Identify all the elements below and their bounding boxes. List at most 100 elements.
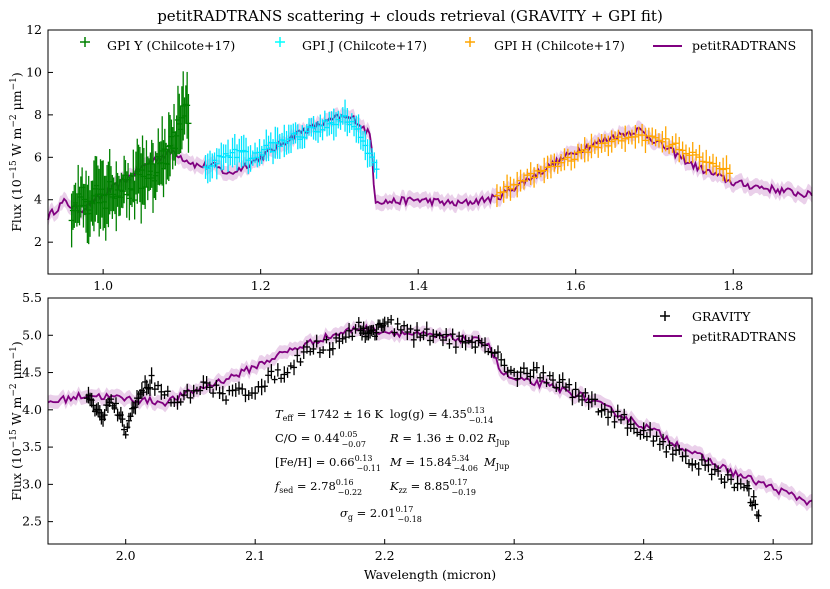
gravity-point — [112, 397, 119, 410]
gravity-point — [268, 364, 275, 379]
gravity-point — [491, 349, 498, 358]
gpi-h-point — [612, 131, 619, 148]
gpi-h-point — [544, 155, 551, 180]
gravity-point — [414, 322, 421, 339]
gravity-point — [336, 333, 343, 349]
legend-bottom-model-label: petitRADTRANS — [692, 329, 796, 344]
gravity-point — [711, 463, 718, 476]
gravity-point — [566, 378, 573, 391]
gravity-point — [452, 340, 459, 354]
gravity-point — [360, 321, 367, 336]
gpi-h-point — [720, 157, 727, 182]
gravity-point — [715, 465, 722, 477]
y-tick-label: 2.5 — [22, 514, 42, 529]
gravity-point — [595, 408, 602, 416]
gravity-point — [721, 475, 728, 489]
gpi-h-point — [649, 127, 656, 146]
gpi-h-point — [709, 153, 716, 174]
gravity-point — [339, 333, 346, 345]
annotation-mass: M = 15.845.34 −4.06 MJup — [389, 454, 509, 473]
gravity-point — [108, 394, 115, 405]
gravity-point — [592, 393, 599, 406]
gravity-point — [537, 373, 544, 383]
gravity-point — [475, 335, 482, 347]
gravity-point — [410, 331, 417, 348]
gravity-point — [456, 331, 463, 341]
gpi-h-point — [554, 158, 561, 174]
gpi-h-point — [622, 125, 629, 152]
gravity-point — [750, 490, 757, 504]
gravity-point — [206, 381, 213, 394]
gravity-point — [427, 335, 433, 346]
legend-gpi-j-marker — [275, 37, 285, 47]
gpi-h-point — [713, 156, 720, 176]
gravity-point — [608, 407, 615, 417]
gravity-point — [326, 342, 333, 359]
gravity-point — [682, 448, 689, 464]
gravity-point — [151, 382, 158, 396]
gpi-h-point — [618, 132, 625, 149]
gpi-h-point — [699, 152, 706, 171]
annotation-feh: [Fe/H] = 0.660.13 −0.11 — [275, 454, 381, 473]
gravity-point — [333, 332, 340, 344]
gpi-h-point — [578, 143, 585, 160]
gravity-point — [517, 366, 524, 378]
gpi-h-point — [655, 133, 662, 148]
y-tick-label: 3.5 — [22, 439, 42, 454]
gravity-point — [737, 478, 744, 490]
gravity-point — [342, 331, 349, 343]
gravity-point — [127, 412, 134, 421]
gravity-point — [310, 343, 317, 355]
gpi-h-point — [591, 139, 598, 154]
gravity-point — [223, 395, 230, 405]
gravity-point — [498, 353, 505, 367]
gpi-y-point — [185, 93, 192, 153]
gravity-point — [177, 398, 184, 406]
gravity-point — [611, 415, 618, 429]
gravity-point — [731, 483, 738, 492]
gravity-point — [216, 386, 223, 400]
gravity-point — [219, 386, 226, 402]
gpi-h-point — [676, 136, 683, 163]
gravity-point — [621, 408, 628, 421]
gpi-h-point — [682, 144, 689, 163]
gpi-h-point — [558, 154, 565, 172]
gravity-point — [689, 458, 696, 472]
gravity-point — [520, 362, 527, 375]
gpi-h-point — [541, 157, 548, 184]
gravity-point — [316, 347, 323, 358]
bottom-model-layer — [47, 318, 813, 512]
gpi-h-point — [716, 161, 723, 176]
gravity-point — [562, 382, 569, 392]
y-tick-label: 4.5 — [22, 365, 42, 380]
gravity-point — [527, 369, 534, 384]
gpi-j-point — [213, 148, 220, 180]
bottom-panel: 2.0 2.1 2.2 2.3 2.4 2.5 2.5 3.0 3.5 4.0 4.5 5.0 5.5… — [9, 290, 813, 582]
legend-gpi-j: GPI J (Chilcote+17) — [275, 37, 427, 53]
gravity-point — [653, 431, 660, 442]
gravity-point — [553, 383, 560, 393]
legend-gpi-y-marker — [80, 37, 90, 47]
gravity-point — [125, 412, 132, 429]
gpi-h-point — [601, 134, 608, 152]
gravity-point — [708, 468, 715, 481]
bottom-data-points — [83, 314, 762, 523]
gpi-h-point — [608, 130, 615, 153]
gpi-h-point — [500, 180, 507, 203]
gravity-point — [705, 457, 712, 473]
top-x-ticks: 1.0 1.2 1.4 1.6 1.8 — [93, 269, 743, 293]
gravity-point — [200, 375, 207, 389]
gpi-h-point — [642, 127, 649, 154]
gravity-point — [155, 380, 162, 391]
annotation-logg: log(g) = 4.350.13 −0.14 — [390, 406, 493, 425]
top-legend: GPI Y (Chilcote+17) GPI J (Chilcote+17) … — [80, 37, 796, 53]
gravity-point — [624, 420, 631, 436]
gravity-point — [601, 403, 608, 416]
gpi-h-point — [632, 125, 639, 149]
bottom-x-axis-label: Wavelength (micron) — [364, 567, 496, 582]
gravity-point — [436, 331, 443, 340]
y-tick-label: 4 — [34, 192, 42, 207]
gpi-h-point — [514, 171, 521, 198]
gravity-point — [284, 367, 291, 378]
gravity-point — [401, 320, 408, 331]
